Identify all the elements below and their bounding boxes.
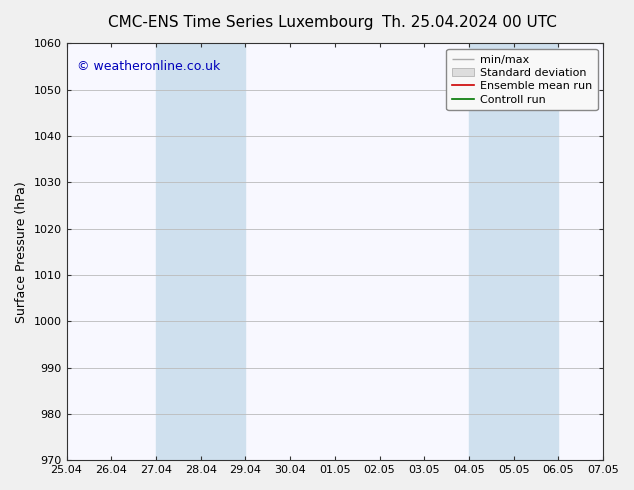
Bar [156,44,245,460]
Legend: min/max, Standard deviation, Ensemble mean run, Controll run: min/max, Standard deviation, Ensemble me… [446,49,598,110]
Text: © weatheronline.co.uk: © weatheronline.co.uk [77,60,221,73]
Y-axis label: Surface Pressure (hPa): Surface Pressure (hPa) [15,181,28,323]
Text: Th. 25.04.2024 00 UTC: Th. 25.04.2024 00 UTC [382,15,557,30]
Text: CMC-ENS Time Series Luxembourg: CMC-ENS Time Series Luxembourg [108,15,373,30]
Bar [469,44,559,460]
